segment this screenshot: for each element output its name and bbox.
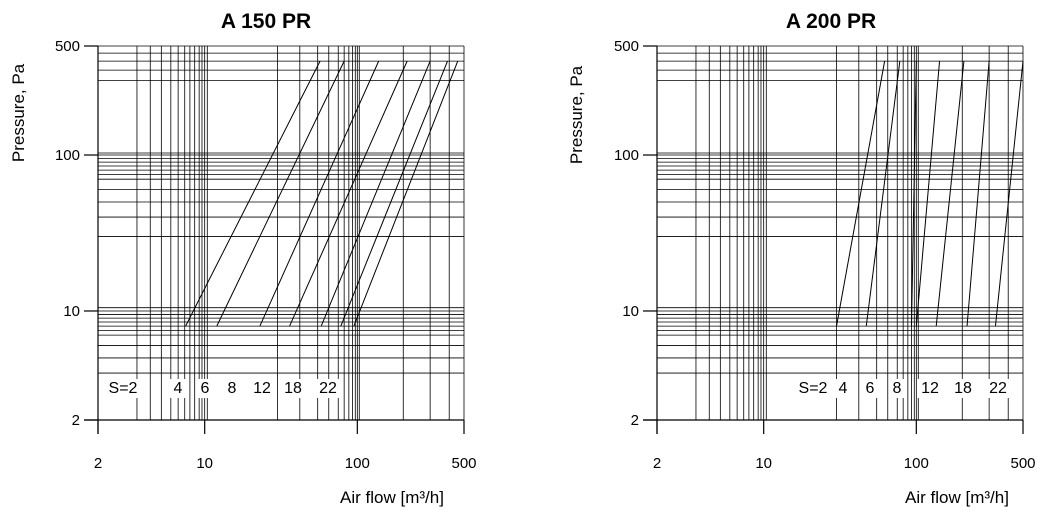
- series-label: 8: [893, 380, 902, 397]
- y-tick-label: 100: [614, 147, 639, 164]
- chart-title: A 150 PR: [221, 10, 311, 33]
- x-tick-label: 10: [755, 455, 772, 472]
- series-label-bg: [169, 379, 187, 398]
- series-label-bg: [917, 379, 943, 398]
- x-axis-label: Air flow [m³/h]: [905, 488, 1009, 507]
- series-line: [836, 61, 886, 327]
- series-label: 12: [253, 380, 271, 397]
- series-label-bg: [985, 379, 1011, 398]
- series-group: [836, 61, 1024, 327]
- y-tick-label: 500: [55, 38, 80, 55]
- series-line: [216, 60, 345, 327]
- x-tick-label: 100: [904, 455, 929, 472]
- series-label-bg: [834, 379, 852, 398]
- x-tick-label: 500: [1010, 455, 1035, 472]
- series-labels: S=2 4 6 8 12 18 22: [105, 379, 341, 398]
- series-label: 22: [319, 380, 337, 397]
- grid: [657, 45, 1024, 420]
- series-line: [911, 61, 917, 327]
- series-label: 4: [839, 380, 848, 397]
- series-line: [320, 60, 431, 327]
- series-line: [915, 61, 941, 327]
- series-line: [340, 60, 448, 327]
- y-axis-label: Pressure, Pa: [567, 65, 586, 164]
- y-tick-label: 2: [72, 412, 80, 429]
- series-label: 12: [921, 380, 939, 397]
- series-label-bg: [888, 379, 906, 398]
- series-label-bg: [105, 379, 141, 398]
- series-label: 22: [989, 380, 1007, 397]
- series-line: [289, 60, 408, 327]
- x-tick-label: 500: [451, 455, 476, 472]
- chart-panel: A 150 PR 2 10 100 500 2 10 100 500 Pressure, Pa Ai…: [9, 10, 477, 507]
- series-label-bg: [795, 379, 831, 398]
- y-tick-label: 10: [63, 303, 80, 320]
- y-axis-label: Pressure, Pa: [9, 63, 28, 162]
- series-group: [185, 60, 459, 327]
- series-line: [259, 60, 380, 327]
- chart-title: A 200 PR: [786, 10, 876, 33]
- y-tick-label: 10: [622, 303, 639, 320]
- series-line: [994, 61, 1024, 327]
- x-tick-label: 100: [345, 455, 370, 472]
- x-tick-label: 10: [196, 455, 213, 472]
- series-line: [966, 61, 990, 327]
- series-line: [353, 60, 459, 327]
- y-tick-label: 500: [614, 38, 639, 55]
- chart-panel: A 200 PR 2 10 100 500 2 10 100 500 Pressure, Pa Ai…: [567, 10, 1036, 507]
- series-label-bg: [280, 379, 306, 398]
- x-tick-label: 2: [653, 455, 661, 472]
- series-label-bg: [223, 379, 241, 398]
- series-label: 6: [201, 380, 210, 397]
- series-labels: S=2 4 6 8 12 18 22: [795, 379, 1011, 398]
- series-label: 6: [866, 380, 875, 397]
- series-label: 4: [174, 380, 183, 397]
- series-label: 18: [954, 380, 972, 397]
- series-line: [185, 60, 321, 327]
- grid: [98, 45, 465, 420]
- x-tick-label: 2: [94, 455, 102, 472]
- y-tick-label: 2: [631, 412, 639, 429]
- series-label-bg: [315, 379, 341, 398]
- series-label-bg: [196, 379, 214, 398]
- y-tick-label: 100: [55, 147, 80, 164]
- series-label-bg: [861, 379, 879, 398]
- series-line: [865, 61, 901, 327]
- series-label: S=2: [109, 380, 138, 397]
- series-label-bg: [950, 379, 976, 398]
- series-line: [935, 61, 965, 327]
- x-axis-label: Air flow [m³/h]: [340, 488, 444, 507]
- series-label: 18: [284, 380, 302, 397]
- series-label: 8: [228, 380, 237, 397]
- series-label: S=2: [799, 380, 828, 397]
- series-label-bg: [249, 379, 275, 398]
